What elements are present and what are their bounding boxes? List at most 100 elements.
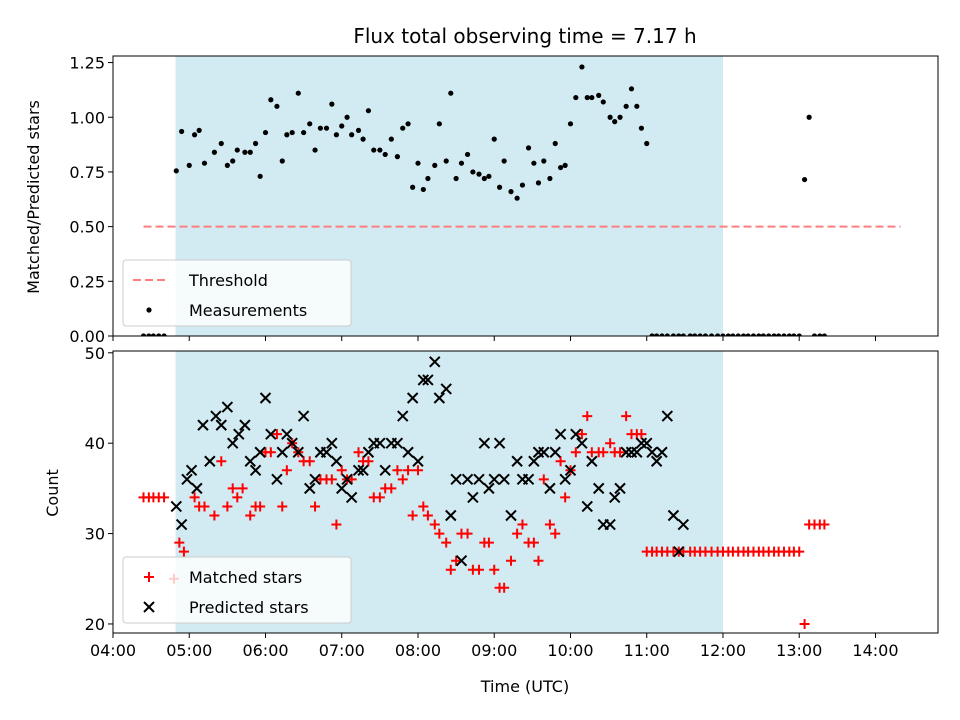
measurement-point (420, 186, 426, 193)
measurement-point (317, 125, 323, 131)
matched-star-point (403, 465, 414, 476)
counts-legend: Matched stars Predicted stars (122, 556, 352, 624)
predicted-star-point (656, 446, 668, 458)
measurement-point (173, 168, 179, 174)
matched-star-point (473, 564, 484, 575)
predicted-star-point (259, 392, 272, 404)
measurement-point (201, 160, 208, 166)
ratio-markers (140, 0, 901, 336)
ratio-legend: Threshold Measurements (122, 259, 352, 327)
x-tick-label: 05:00 (166, 641, 212, 660)
measurement-point (535, 180, 542, 186)
x-tick-label: 07:00 (319, 641, 365, 660)
ratio-legend-box (122, 259, 352, 327)
measurement-point (289, 129, 295, 136)
measurement-point (750, 333, 757, 336)
matched-star-point (506, 555, 517, 566)
predicted-star-point (326, 437, 338, 449)
predicted-star-point (505, 509, 517, 522)
measurement-point (279, 158, 285, 164)
measurement-point (453, 175, 459, 182)
predicted-star-point (281, 428, 293, 440)
matched-star-point (429, 519, 440, 530)
matched-star-point (374, 492, 385, 503)
ratio-y-tick-label: 1.00 (69, 108, 105, 127)
measurement-point (186, 162, 192, 168)
measurement-point (470, 169, 476, 175)
predicted-star-point (641, 437, 653, 449)
measurement-point (584, 94, 590, 101)
measurement-point (146, 333, 152, 336)
measurement-point (676, 333, 682, 336)
matched-star-point (418, 501, 429, 512)
predicted-star-point (244, 455, 256, 467)
ratio-y-tick-label: 0.25 (69, 272, 105, 291)
measurement-point (531, 160, 537, 166)
predicted-star-point (181, 473, 193, 486)
measurement-point (638, 125, 644, 131)
predicted-star-point (467, 491, 479, 504)
measurement-point (708, 333, 715, 336)
predicted-star-point (544, 482, 556, 495)
measurement-point (873, 0, 878, 3)
measurement-point (579, 64, 585, 70)
measurement-point (697, 333, 703, 336)
predicted-star-point (440, 383, 452, 395)
predicted-star-point (650, 455, 663, 467)
predicted-star-point (581, 500, 593, 513)
measurement-point (257, 173, 263, 179)
measurement-point (365, 108, 372, 114)
counts-legend-box (122, 556, 352, 624)
counts-axes-frame (112, 350, 939, 634)
measurement-point (371, 147, 377, 153)
measurement-point (801, 176, 808, 183)
measurement-point (817, 333, 823, 336)
counts-y-tick-label: 50 (85, 344, 105, 363)
matched-star-point (245, 510, 256, 521)
x-tick-label: 11:00 (624, 641, 670, 660)
matched-star-point (544, 519, 555, 530)
matched-star-point (178, 546, 189, 557)
counts-legend-label: Matched stars (189, 568, 302, 587)
x-tick-label: 06:00 (242, 641, 288, 660)
predicted-star-point (170, 500, 182, 513)
predicted-star-point (402, 446, 414, 458)
matched-star-point (582, 411, 593, 422)
matched-star-point (216, 456, 227, 467)
predicted-star-point (586, 455, 598, 467)
predicted-star-point (528, 455, 540, 467)
measurement-point (541, 158, 547, 164)
measurement-point (508, 189, 514, 195)
measurement-point (349, 132, 355, 138)
measurement-point (771, 333, 777, 336)
matched-star-point (392, 465, 403, 476)
matched-star-point (336, 465, 347, 476)
measurement-point (837, 0, 842, 3)
measurement-point (525, 145, 532, 151)
predicted-star-point (292, 446, 304, 458)
measurement-point (458, 160, 465, 166)
measurement-point (760, 333, 766, 336)
measurement-point (196, 127, 202, 133)
matched-star-point (555, 456, 566, 467)
predicted-star-point (570, 428, 582, 440)
matched-star-point (397, 474, 408, 485)
predicted-star-point (227, 437, 239, 449)
predicted-star-point (204, 455, 216, 467)
measurement-point (600, 99, 606, 105)
predicted-star-point (265, 428, 277, 440)
matched-star-point (265, 447, 276, 458)
matched-star-point (560, 492, 571, 503)
predicted-star-point (215, 419, 227, 431)
measurement-point (161, 333, 167, 336)
measurement-point (274, 103, 280, 109)
legend-predicted-swatch (143, 601, 155, 613)
matched-star-point (209, 510, 220, 521)
measurement-point (811, 333, 818, 336)
measurement-point (827, 0, 832, 3)
matched-star-point (451, 555, 462, 566)
matched-star-point (621, 411, 632, 422)
matched-star-point (331, 519, 342, 530)
measurement-point (519, 182, 526, 188)
measurement-point (776, 333, 782, 336)
